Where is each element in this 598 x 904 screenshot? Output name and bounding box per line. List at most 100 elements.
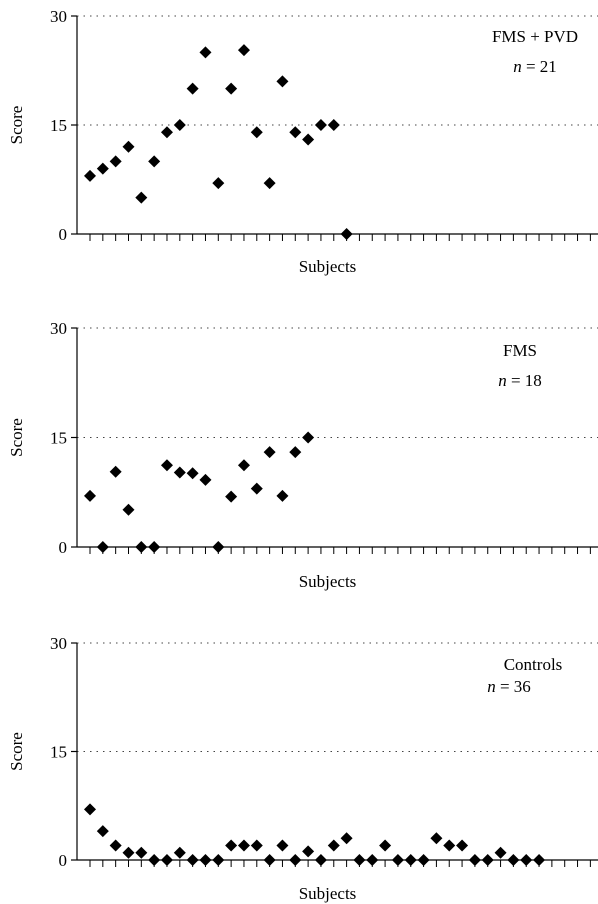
data-point: [237, 44, 250, 57]
data-point: [250, 839, 263, 852]
group-annotation: FMS: [503, 341, 537, 360]
data-point: [173, 466, 186, 479]
data-point: [122, 140, 135, 153]
sample-size-value: = 18: [507, 371, 542, 390]
data-point: [199, 473, 212, 486]
data-point: [96, 162, 109, 175]
data-point: [237, 839, 250, 852]
y-tick-label: 30: [50, 634, 67, 653]
data-point: [276, 489, 289, 502]
data-point: [289, 446, 302, 459]
sample-size-symbol: n: [487, 677, 496, 696]
data-point: [468, 854, 481, 866]
data-point: [327, 119, 340, 131]
data-point: [520, 854, 533, 866]
group-annotation: FMS + PVD: [492, 27, 578, 46]
data-point: [160, 459, 173, 472]
data-point: [109, 465, 122, 478]
x-axis-label: Subjects: [299, 572, 357, 591]
data-point: [148, 155, 161, 168]
data-point: [302, 133, 315, 146]
data-point: [160, 854, 173, 866]
data-point: [84, 803, 96, 816]
data-point: [430, 832, 443, 845]
y-tick-label: 0: [59, 225, 68, 244]
data-point: [404, 854, 417, 866]
data-point: [289, 126, 302, 139]
data-point: [109, 155, 122, 168]
chart-panel-3: 0 15 30 Score Subjects Controls n = 36: [7, 634, 598, 903]
data-point: [417, 854, 430, 866]
data-point: [456, 839, 469, 852]
sample-size-annotation: n = 36: [487, 677, 531, 696]
data-point: [96, 541, 109, 553]
data-point: [443, 839, 456, 852]
data-point: [135, 846, 148, 859]
data-point: [225, 490, 238, 503]
data-point: [289, 854, 302, 866]
y-tick-label: 30: [50, 7, 67, 26]
data-point: [481, 854, 494, 866]
data-point: [148, 541, 161, 553]
data-point: [379, 839, 392, 852]
sample-size-value: = 36: [496, 677, 531, 696]
data-point: [366, 854, 379, 866]
y-tick-label: 30: [50, 319, 67, 338]
chart-panel-1: 0 15 30 Score Subjects FMS + PVD n = 21: [7, 7, 598, 276]
data-point: [186, 467, 199, 480]
data-point: [84, 169, 96, 182]
y-tick-label: 0: [59, 538, 68, 557]
data-point: [263, 446, 276, 459]
data-point: [533, 854, 546, 866]
data-point: [212, 177, 225, 190]
data-point: [340, 228, 353, 240]
y-tick-label: 15: [50, 116, 67, 135]
data-point: [353, 854, 366, 866]
data-point: [148, 854, 161, 866]
sample-size-value: = 21: [522, 57, 557, 76]
data-point: [160, 126, 173, 139]
data-point: [263, 177, 276, 190]
x-axis-label: Subjects: [299, 884, 357, 903]
y-tick-label: 0: [59, 851, 68, 870]
data-point: [302, 845, 315, 858]
y-axis-label: Score: [7, 418, 26, 457]
sample-size-symbol: n: [498, 371, 507, 390]
data-point: [122, 503, 135, 516]
y-tick-label: 15: [50, 429, 67, 448]
sample-size-annotation: n = 21: [513, 57, 557, 76]
data-point: [302, 431, 315, 444]
data-point: [135, 541, 148, 553]
data-point: [109, 839, 122, 852]
data-point: [314, 119, 327, 131]
data-point: [173, 846, 186, 859]
data-point: [507, 854, 520, 866]
data-point: [250, 126, 263, 139]
data-point: [173, 119, 186, 131]
data-point: [96, 825, 109, 838]
data-point: [250, 482, 263, 495]
data-point: [135, 191, 148, 204]
data-point: [276, 75, 289, 88]
data-point: [225, 839, 238, 852]
sample-size-annotation: n = 18: [498, 371, 542, 390]
data-point: [276, 839, 289, 852]
data-point: [225, 82, 238, 95]
data-point: [237, 459, 250, 472]
data-point: [199, 46, 212, 59]
chart-panel-2: 0 15 30 Score Subjects FMS n = 18: [7, 319, 598, 591]
data-point: [391, 854, 404, 866]
data-point: [212, 541, 225, 553]
x-axis-label: Subjects: [299, 257, 357, 276]
data-point: [199, 854, 212, 866]
data-point: [212, 854, 225, 866]
data-point: [340, 832, 353, 845]
data-point: [186, 854, 199, 866]
sample-size-symbol: n: [513, 57, 522, 76]
y-axis-label: Score: [7, 106, 26, 145]
group-annotation: Controls: [504, 655, 563, 674]
data-point: [186, 82, 199, 95]
y-tick-label: 15: [50, 743, 67, 762]
data-point: [263, 854, 276, 866]
